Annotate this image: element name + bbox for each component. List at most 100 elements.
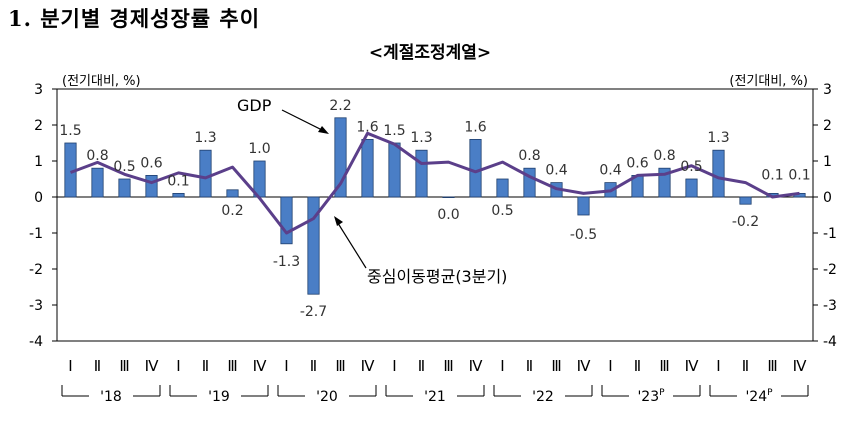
gdp-data-label: -0.5 [570, 227, 597, 243]
x-tick-label: Ⅱ [310, 357, 317, 375]
moving-average-line [69, 131, 800, 235]
gdp-bar [118, 178, 131, 198]
gdp-data-label: 0.8 [653, 148, 675, 164]
x-tick-label: Ⅳ [253, 357, 267, 375]
year-label: '18 [100, 389, 122, 405]
gdp-bar [496, 178, 509, 198]
gdp-data-label: -0.2 [732, 214, 759, 230]
moving-average-annotation-arrow [335, 219, 367, 269]
gdp-bar [361, 138, 374, 198]
gdp-bar [145, 174, 158, 198]
x-tick-label: Ⅰ [176, 357, 180, 375]
x-tick-label: Ⅲ [443, 357, 453, 375]
gdp-data-label: 1.5 [59, 123, 81, 139]
y-tick-label-right: 0 [823, 190, 832, 206]
gdp-bar [280, 196, 293, 245]
gdp-bar [307, 196, 320, 295]
gdp-data-label: 1.3 [194, 130, 216, 146]
plot-frame [56, 88, 814, 342]
gdp-bars [64, 117, 806, 295]
gdp-annotation-label: GDP [237, 96, 272, 115]
y-tick-label-left: -2 [29, 262, 43, 278]
unit-label-left: (전기대비, %) [62, 74, 141, 89]
x-tick-label: Ⅰ [608, 357, 612, 375]
gdp-bar [199, 149, 212, 198]
x-tick-label: Ⅳ [685, 357, 699, 375]
gdp-data-label: 0.0 [437, 207, 459, 223]
gdp-annotation-arrowhead [318, 126, 329, 134]
x-tick-label: Ⅳ [469, 357, 483, 375]
x-tick-label: Ⅰ [284, 357, 288, 375]
year-label: '21 [424, 389, 446, 405]
gdp-data-label: 0.6 [140, 155, 162, 171]
gdp-bar [415, 149, 428, 198]
x-tick-label: Ⅱ [202, 357, 209, 375]
year-label: '19 [208, 389, 230, 405]
gdp-data-label: 1.0 [248, 141, 270, 157]
year-label-superscript: P [659, 388, 665, 398]
year-label: '22 [532, 389, 554, 405]
gdp-data-label: 1.3 [410, 130, 432, 146]
y-tick-label-left: 2 [34, 118, 43, 134]
year-label: '20 [316, 389, 338, 405]
x-tick-label: Ⅱ [94, 357, 101, 375]
y-tick-label-right: -1 [823, 226, 837, 242]
gdp-bar [442, 196, 455, 199]
gdp-data-label: 0.5 [680, 159, 702, 175]
gdp-data-label: 0.6 [626, 155, 648, 171]
x-tick-label: Ⅱ [634, 357, 641, 375]
year-label-superscript: P [767, 388, 773, 398]
gdp-bar [712, 149, 725, 198]
year-label: '23P [637, 388, 665, 405]
gdp-data-label: 1.6 [356, 119, 378, 135]
y-tick-label-left: 1 [34, 154, 43, 170]
gdp-bar [388, 142, 401, 198]
gdp-bar [685, 178, 698, 198]
gdp-data-label: -2.7 [300, 304, 327, 320]
x-tick-label: Ⅲ [227, 357, 237, 375]
gdp-data-label: 0.4 [599, 163, 621, 179]
y-tick-label-right: 2 [823, 118, 832, 134]
x-tick-label: Ⅳ [145, 357, 159, 375]
x-tick-label: Ⅲ [119, 357, 129, 375]
gdp-data-label: 0.5 [491, 203, 513, 219]
y-tick-label-left: 3 [34, 82, 43, 98]
y-tick-label-left: -1 [29, 226, 43, 242]
x-tick-label: Ⅲ [335, 357, 345, 375]
gdp-data-label: 0.2 [221, 203, 243, 219]
y-tick-label-right: 1 [823, 154, 832, 170]
y-tick-label-left: -4 [29, 334, 43, 350]
gdp-bar [658, 167, 671, 198]
gdp-data-label: 0.5 [113, 159, 135, 175]
gdp-data-label: -1.3 [273, 254, 300, 270]
gdp-data-label: 0.1 [788, 167, 810, 183]
gdp-bar [577, 196, 590, 216]
y-tick-label-right: -3 [823, 298, 837, 314]
x-tick-label: Ⅱ [742, 357, 749, 375]
year-label: '24P [745, 388, 773, 405]
gdp-data-label: 0.4 [545, 163, 567, 179]
annotations: GDP 중심이동평균(3분기) [237, 96, 507, 286]
gdp-bar [469, 138, 482, 198]
chart-subtitle: <계절조정계열> [368, 43, 492, 63]
gdp-bar [172, 192, 185, 198]
moving-average-annotation-arrowhead [334, 216, 343, 226]
gdp-data-label: 2.2 [329, 98, 351, 114]
unit-label-right: (전기대비, %) [729, 74, 808, 89]
x-tick-label: Ⅳ [361, 357, 375, 375]
y-axis-right: 3 2 1 0 -1 -2 -3 -4 [813, 82, 837, 350]
gdp-data-label: 1.6 [464, 119, 486, 135]
x-tick-label: Ⅲ [551, 357, 561, 375]
y-tick-label-left: -3 [29, 298, 43, 314]
gdp-bar [739, 196, 752, 205]
gdp-bar [334, 117, 347, 198]
y-axis-left: 3 2 1 0 -1 -2 -3 -4 [29, 82, 57, 350]
y-tick-label-right: 3 [823, 82, 832, 98]
x-tick-label: Ⅰ [500, 357, 504, 375]
x-tick-label: Ⅳ [577, 357, 591, 375]
y-tick-label-right: -4 [823, 334, 837, 350]
y-tick-label-right: -2 [823, 262, 837, 278]
gdp-data-label: 0.1 [167, 173, 189, 189]
gdp-data-labels: 1.5 0.8 0.5 0.6 0.1 1.3 0.2 1.0 -1.3 -2.7 2.2 1.6 1.… [59, 98, 810, 320]
